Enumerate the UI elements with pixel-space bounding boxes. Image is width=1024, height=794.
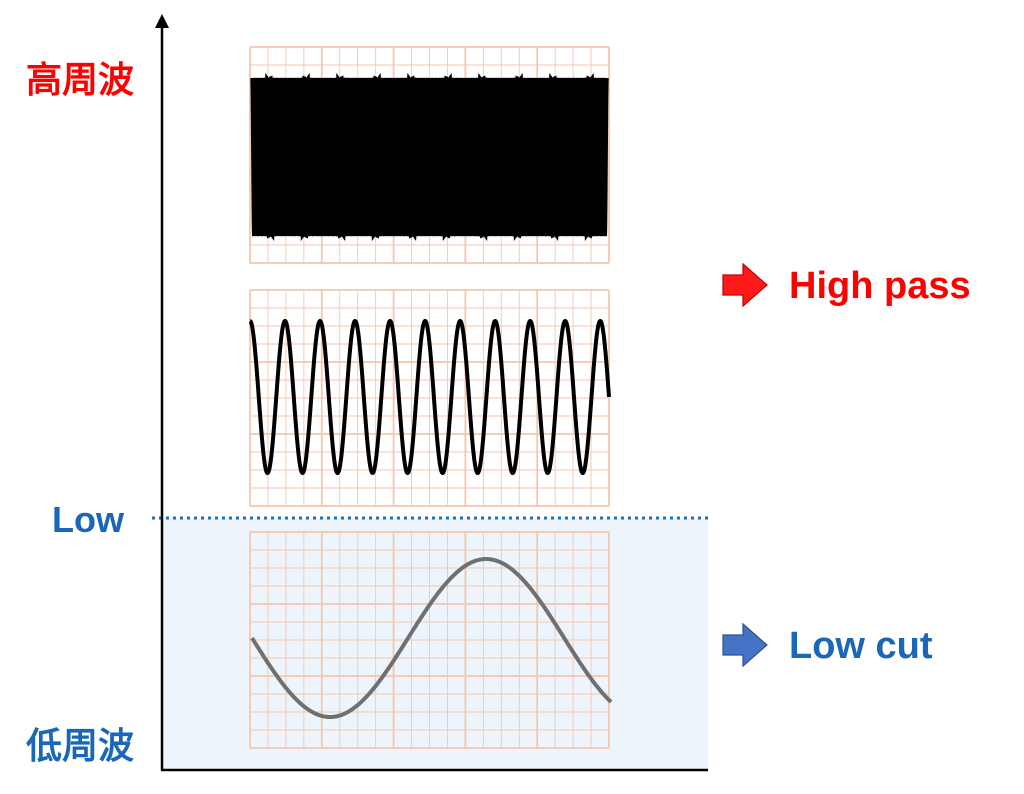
- low-frequency-panel: [249, 531, 610, 749]
- low-cut-region: [162, 518, 708, 770]
- high-frequency-wave: [250, 72, 609, 242]
- high-pass-label: High pass: [789, 265, 971, 307]
- high-frequency-label: 高周波: [26, 60, 134, 101]
- low-frequency-wave: [250, 556, 613, 720]
- low-cut-arrow-icon: [722, 622, 768, 668]
- low-frequency-label: 低周波: [26, 726, 134, 767]
- y-axis-arrow-icon: [155, 14, 169, 28]
- low-cut-label: Low cut: [789, 625, 933, 667]
- high-pass-arrow-icon: [722, 262, 768, 308]
- low-threshold-label: Low: [52, 499, 125, 540]
- mid-frequency-wave: [248, 318, 611, 476]
